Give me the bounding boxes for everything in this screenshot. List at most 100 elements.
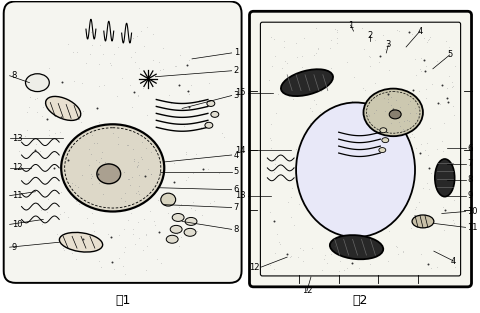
Point [384, 192, 392, 197]
Point [280, 59, 288, 64]
Point [392, 244, 399, 249]
Point [449, 197, 456, 202]
Text: 13: 13 [234, 191, 245, 200]
Point [407, 131, 415, 136]
Point [184, 89, 192, 94]
Point [437, 82, 445, 87]
Point [370, 110, 377, 115]
Point [141, 173, 149, 178]
Point [294, 80, 302, 85]
Point [129, 232, 137, 237]
Ellipse shape [379, 128, 386, 133]
Point [132, 241, 139, 246]
Text: 9: 9 [467, 191, 472, 200]
Point [287, 253, 295, 258]
Point [403, 117, 410, 122]
Point [417, 69, 424, 74]
Point [75, 202, 83, 207]
Point [133, 165, 141, 170]
Point [146, 209, 154, 214]
Point [288, 164, 296, 169]
Point [378, 33, 386, 38]
Point [287, 186, 295, 191]
Point [409, 94, 417, 99]
Point [355, 199, 362, 204]
Ellipse shape [172, 213, 184, 221]
Point [210, 198, 217, 203]
Point [372, 253, 379, 258]
Point [400, 189, 408, 194]
Point [143, 244, 150, 249]
Point [426, 171, 434, 176]
Text: 5: 5 [446, 50, 451, 59]
Point [396, 105, 403, 110]
Point [85, 147, 93, 152]
Point [96, 160, 103, 165]
Point [110, 266, 118, 271]
Point [58, 80, 65, 85]
Point [185, 92, 193, 97]
Point [434, 247, 442, 252]
Text: 4: 4 [233, 151, 239, 160]
Point [31, 96, 39, 101]
Point [284, 93, 292, 98]
Ellipse shape [25, 74, 49, 92]
Point [99, 191, 107, 196]
Point [98, 150, 106, 155]
Point [143, 149, 151, 154]
Point [157, 261, 165, 266]
Point [107, 235, 114, 240]
Point [391, 98, 399, 103]
Point [124, 177, 132, 182]
Point [311, 74, 319, 79]
Point [173, 232, 180, 237]
Ellipse shape [381, 138, 388, 143]
Ellipse shape [204, 122, 212, 128]
Point [86, 172, 94, 177]
Point [170, 63, 178, 68]
Point [86, 52, 94, 57]
Point [395, 123, 403, 128]
Point [155, 59, 162, 64]
Point [183, 121, 191, 126]
Point [169, 180, 177, 185]
Text: 8: 8 [233, 225, 239, 234]
Point [402, 106, 410, 111]
Point [372, 108, 380, 113]
Point [363, 182, 371, 187]
Point [135, 65, 143, 70]
Point [128, 174, 135, 179]
Point [315, 199, 323, 204]
Point [397, 128, 405, 133]
Point [306, 105, 313, 110]
Point [275, 242, 283, 247]
Point [444, 74, 452, 79]
Point [215, 171, 223, 176]
Ellipse shape [170, 225, 182, 233]
Point [317, 267, 325, 272]
Point [85, 144, 93, 149]
Point [444, 44, 452, 49]
Point [406, 135, 413, 140]
Point [130, 158, 138, 163]
Point [33, 110, 40, 115]
Point [426, 266, 434, 271]
Point [379, 156, 386, 162]
Point [442, 95, 450, 100]
Point [329, 182, 336, 187]
Point [265, 209, 273, 214]
Point [87, 162, 95, 167]
Ellipse shape [280, 69, 332, 96]
Point [379, 96, 387, 101]
Point [342, 265, 350, 270]
Point [142, 268, 150, 273]
Text: 2: 2 [233, 66, 239, 75]
Point [126, 182, 134, 187]
Point [93, 166, 101, 171]
Point [351, 206, 359, 211]
Point [124, 195, 132, 200]
Point [325, 240, 333, 245]
Point [135, 183, 143, 188]
Text: 5: 5 [233, 167, 239, 176]
Point [333, 132, 341, 137]
